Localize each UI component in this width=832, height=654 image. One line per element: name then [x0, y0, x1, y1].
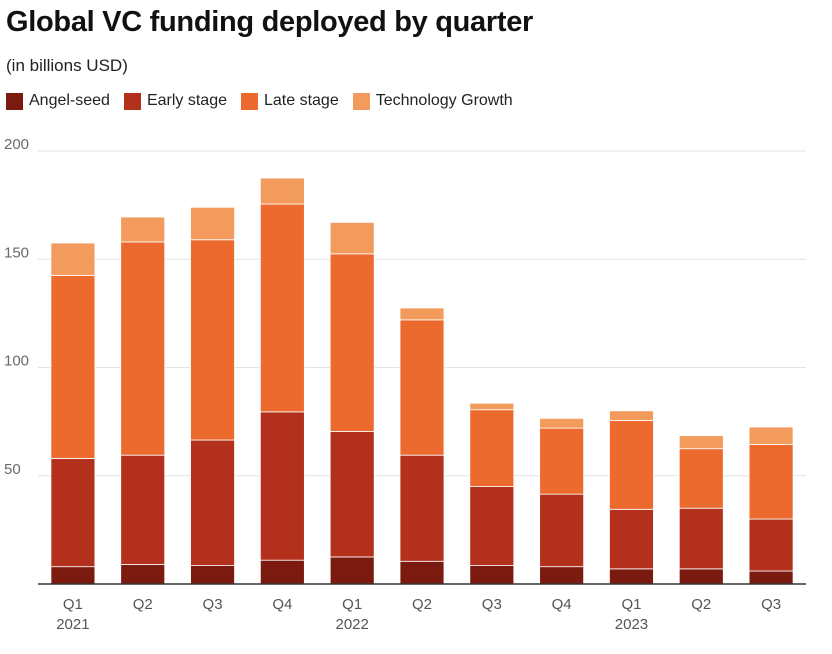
bar-late-stage-0	[50, 275, 96, 459]
bar-late-stage-5	[399, 319, 445, 456]
x-tick-label-9: Q2	[691, 596, 711, 613]
y-tick-label-150: 150	[4, 244, 29, 261]
bar-early-stage-7	[539, 493, 585, 568]
bar-angel-seed-6	[469, 565, 515, 585]
x-tick-label-7: Q4	[552, 596, 572, 613]
chart-subtitle: (in billions USD)	[6, 56, 128, 75]
bar-early-stage-6	[469, 486, 515, 566]
year-label-2023: 2023	[615, 616, 648, 633]
bar-technology-growth-8	[609, 410, 654, 421]
bar-late-stage-4	[329, 253, 375, 432]
legend-swatch-angel-seed	[6, 92, 23, 110]
bar-early-stage-1	[120, 454, 166, 565]
bar-late-stage-1	[120, 241, 166, 456]
legend: Angel-seed Early stage Late stage Techno…	[6, 92, 527, 110]
bar-angel-seed-4	[329, 556, 375, 585]
y-tick-label-50: 50	[4, 461, 21, 478]
legend-swatch-late-stage	[241, 92, 258, 110]
bar-late-stage-10	[748, 443, 794, 520]
bar-angel-seed-1	[120, 564, 166, 585]
legend-label-technology-growth: Technology Growth	[375, 92, 513, 109]
bar-early-stage-4	[329, 430, 375, 558]
legend-label-late-stage: Late stage	[264, 92, 339, 109]
bar-angel-seed-2	[190, 565, 235, 585]
bar-technology-growth-3	[259, 177, 305, 205]
bar-angel-seed-5	[399, 560, 445, 585]
legend-item-late-stage[interactable]: Late stage	[241, 92, 339, 110]
y-tick-label-200: 200	[4, 136, 29, 153]
x-tick-label-2: Q3	[203, 596, 223, 613]
x-tick-label-1: Q2	[133, 596, 153, 613]
x-tick-label-0: Q1	[63, 596, 83, 613]
chart-title: Global VC funding deployed by quarter	[6, 6, 534, 38]
bar-early-stage-5	[399, 454, 445, 562]
bar-technology-growth-10	[748, 426, 794, 445]
bar-angel-seed-8	[609, 568, 654, 585]
bar-technology-growth-4	[329, 222, 375, 255]
bar-technology-growth-0	[50, 242, 96, 276]
legend-label-angel-seed: Angel-seed	[29, 92, 110, 109]
legend-item-technology-growth[interactable]: Technology Growth	[352, 92, 513, 110]
x-tick-label-3: Q4	[272, 596, 292, 613]
x-tick-label-10: Q3	[761, 596, 781, 613]
bar-late-stage-7	[539, 427, 585, 495]
bar-angel-seed-0	[50, 566, 96, 585]
legend-label-early-stage: Early stage	[146, 92, 227, 109]
bar-early-stage-8	[609, 508, 654, 570]
bar-late-stage-6	[469, 409, 515, 487]
bar-early-stage-2	[190, 439, 235, 566]
bar-technology-growth-6	[469, 402, 515, 411]
legend-item-angel-seed[interactable]: Angel-seed	[6, 92, 110, 110]
bar-angel-seed-9	[678, 568, 724, 585]
legend-item-early-stage[interactable]: Early stage	[123, 92, 227, 110]
bar-technology-growth-1	[120, 216, 166, 243]
x-tick-label-5: Q2	[412, 596, 432, 613]
bar-early-stage-10	[748, 518, 794, 572]
bar-early-stage-3	[259, 411, 305, 561]
bar-technology-growth-7	[539, 417, 585, 429]
legend-swatch-early-stage	[123, 92, 141, 110]
year-label-2021: 2021	[56, 616, 89, 633]
x-tick-label-6: Q3	[482, 596, 502, 613]
x-tick-label-4: Q1	[342, 596, 362, 613]
x-tick-label-8: Q1	[621, 596, 641, 613]
bar-angel-seed-10	[748, 570, 794, 585]
bar-technology-growth-2	[190, 206, 235, 241]
bar-late-stage-9	[678, 448, 724, 509]
bar-early-stage-9	[678, 507, 724, 570]
bar-angel-seed-3	[259, 559, 305, 585]
bar-technology-growth-9	[678, 435, 724, 450]
year-label-2022: 2022	[335, 616, 368, 633]
bar-technology-growth-5	[399, 307, 445, 321]
bar-late-stage-3	[259, 203, 305, 413]
bar-early-stage-0	[50, 458, 96, 568]
bar-late-stage-2	[190, 239, 235, 441]
bar-late-stage-8	[609, 420, 654, 510]
stacked-bar-chart: 50 100 150 200 Q1 Q2 Q3 Q4 Q1 Q2 Q3 Q4 Q1 Q2 Q3 2021 202…	[4, 136, 806, 633]
legend-swatch-technology-growth	[352, 92, 370, 110]
y-tick-label-100: 100	[4, 353, 29, 370]
bar-angel-seed-7	[539, 566, 585, 585]
